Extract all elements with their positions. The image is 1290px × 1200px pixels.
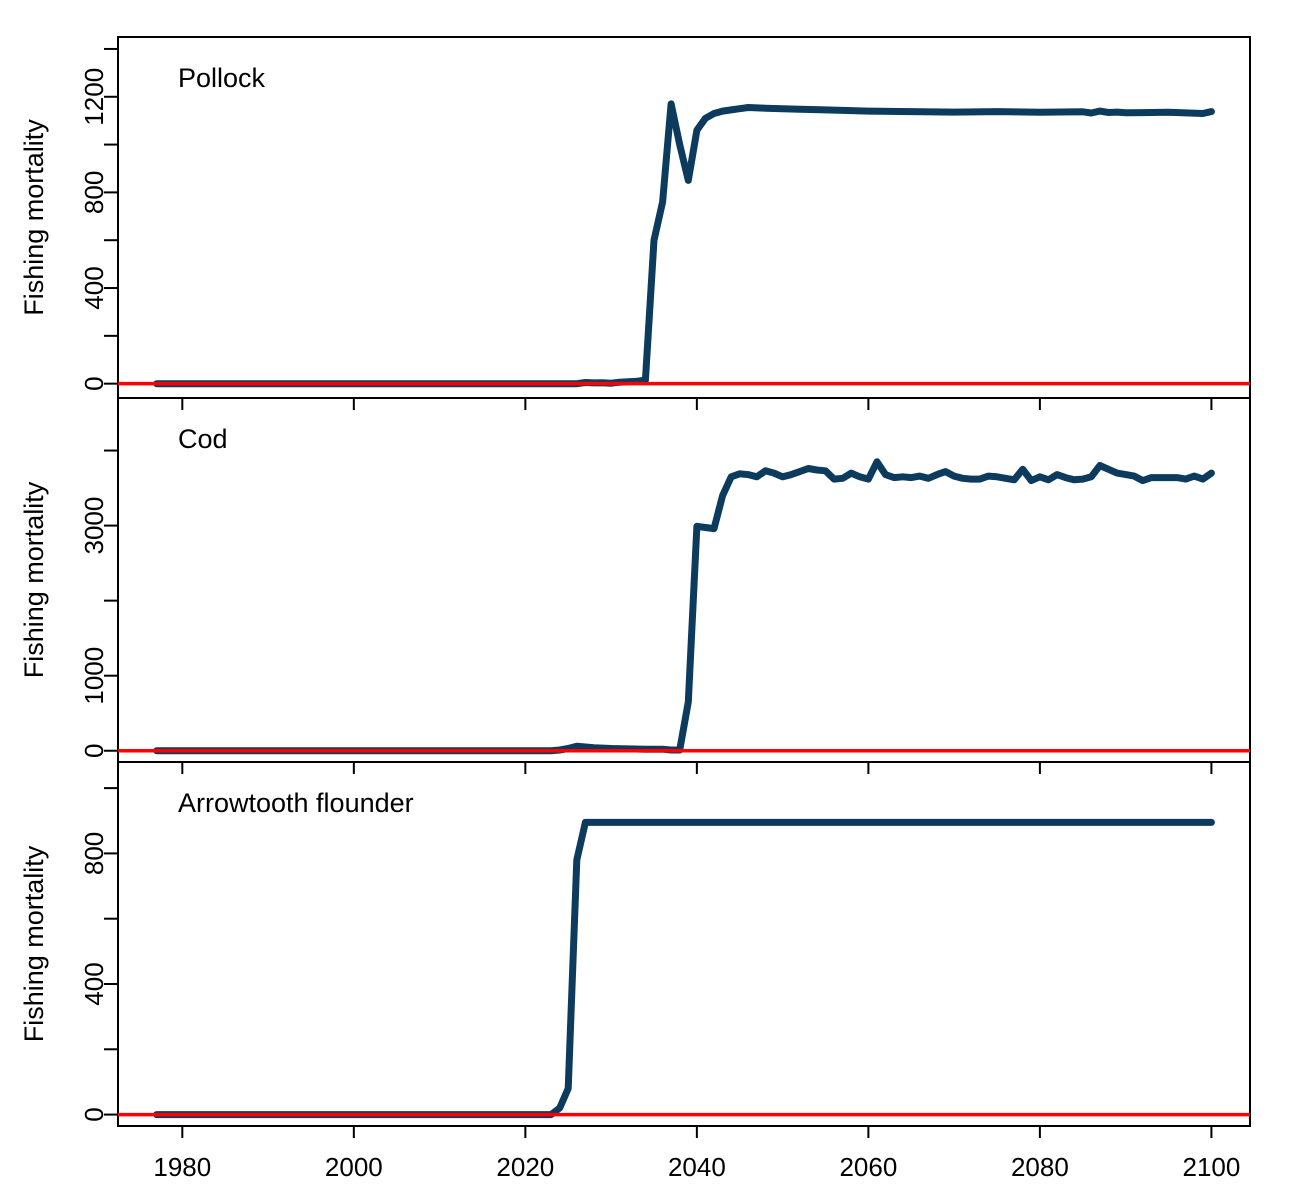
x-tick-label: 2040 <box>668 1152 726 1182</box>
y-tick-label: 400 <box>79 266 109 309</box>
y-tick-label: 0 <box>79 376 109 390</box>
x-tick-label: 2080 <box>1011 1152 1069 1182</box>
y-tick-label: 0 <box>79 1107 109 1121</box>
y-axis-title: Fishing mortality <box>19 481 49 678</box>
y-tick-label: 800 <box>79 832 109 875</box>
panel-title: Pollock <box>178 63 266 93</box>
x-tick-label: 2000 <box>325 1152 383 1182</box>
y-tick-label: 0 <box>79 744 109 758</box>
x-tick-label: 1980 <box>153 1152 211 1182</box>
panel-title: Cod <box>178 424 228 454</box>
y-tick-label: 1000 <box>79 647 109 705</box>
panel-title: Arrowtooth flounder <box>178 788 414 818</box>
x-tick-label: 2100 <box>1182 1152 1240 1182</box>
x-tick-label: 2020 <box>496 1152 554 1182</box>
y-axis-title: Fishing mortality <box>19 119 49 316</box>
y-tick-label: 1200 <box>79 68 109 126</box>
y-tick-label: 3000 <box>79 497 109 555</box>
panel-pollock: Pollock Fishing mortality 0 400 800 1200 <box>19 36 1251 410</box>
y-tick-label: 400 <box>79 962 109 1005</box>
x-tick-label: 2060 <box>839 1152 897 1182</box>
plot-frame <box>117 761 1251 1127</box>
panel-cod: Cod Fishing mortality 0 1000 3000 <box>19 397 1251 774</box>
y-tick-label: 800 <box>79 171 109 214</box>
panel-arrowtooth-flounder: Arrowtooth flounder Fishing mortality 0 4… <box>19 761 1251 1182</box>
y-axis-title: Fishing mortality <box>19 845 49 1042</box>
series-line <box>153 458 1215 755</box>
